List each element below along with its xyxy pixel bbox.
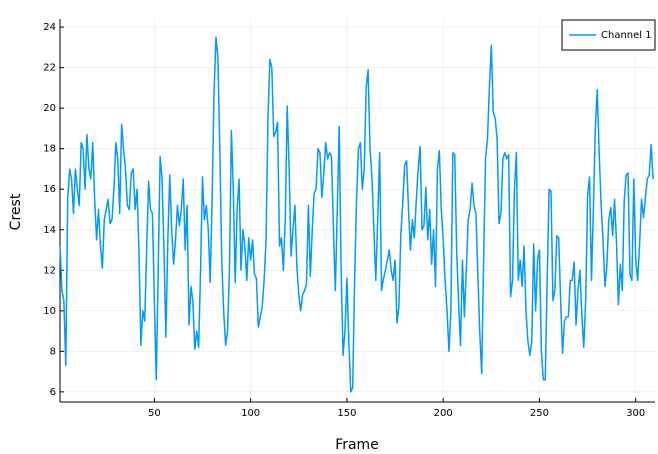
y-tick-label: 24 [43,22,56,33]
y-tick-label: 10 [43,306,56,317]
y-tick-label: 12 [43,265,56,276]
y-tick-label: 16 [43,184,56,195]
y-tick-label: 20 [43,103,56,114]
legend-label: Channel 1 [601,30,652,41]
y-tick-label: 6 [50,387,56,398]
y-tick-label: 8 [50,346,56,357]
x-tick-label: 250 [530,408,549,419]
y-tick-label: 22 [43,63,56,74]
x-tick-label: 200 [434,408,453,419]
x-tick-label: 150 [337,408,356,419]
x-axis-label: Frame [335,437,379,453]
y-axis-label: Crest [8,193,24,230]
y-tick-label: 14 [43,225,56,236]
y-tick-label: 18 [43,144,56,155]
x-tick-label: 300 [626,408,645,419]
x-tick-label: 50 [148,408,161,419]
x-tick-label: 100 [241,408,260,419]
data-line [59,36,654,393]
